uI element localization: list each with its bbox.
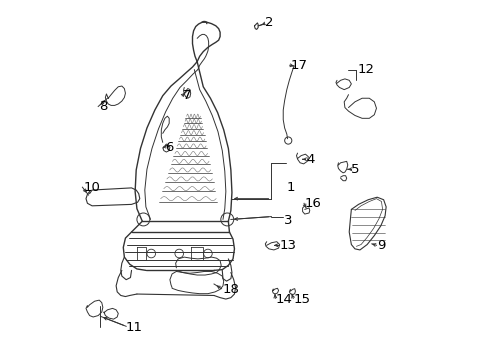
Text: 1: 1 — [286, 181, 295, 194]
Text: 17: 17 — [290, 59, 307, 72]
Text: 2: 2 — [265, 17, 273, 30]
Text: 18: 18 — [222, 283, 239, 296]
Text: 13: 13 — [279, 239, 296, 252]
Text: 7: 7 — [183, 89, 191, 102]
Text: 8: 8 — [99, 100, 107, 113]
Text: 3: 3 — [284, 214, 292, 227]
Text: 10: 10 — [83, 181, 100, 194]
Text: 14: 14 — [276, 293, 292, 306]
Text: 11: 11 — [125, 320, 142, 333]
Text: 5: 5 — [351, 163, 359, 176]
Text: 9: 9 — [376, 239, 385, 252]
Text: 15: 15 — [293, 293, 310, 306]
Text: 4: 4 — [305, 153, 314, 166]
Text: 12: 12 — [357, 63, 374, 76]
Text: 16: 16 — [304, 197, 321, 210]
Text: 6: 6 — [165, 141, 174, 154]
